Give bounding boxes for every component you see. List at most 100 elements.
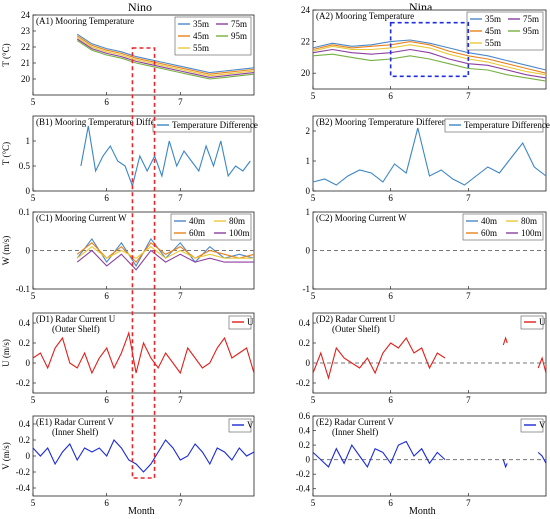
panel-d1-title: (D1) Radar Current U — [36, 314, 116, 324]
panel-b2-x-tick-label: 6 — [388, 193, 393, 203]
panel-c2-legend-label: 40m — [481, 216, 497, 226]
panel-c1-series-80m-line — [76, 246, 254, 259]
panel-e2-y-tick-label: -0.4 — [296, 484, 311, 494]
panel-c1-y-axis-label: W (m/s) — [1, 236, 11, 266]
panel-d1-y-tick-label: 0 — [26, 358, 31, 368]
panel-c2-legend — [462, 213, 544, 241]
panel-e1-y-tick-label: -0.2 — [16, 467, 30, 477]
panel-d1-legend-label: U — [247, 317, 254, 327]
panel-c1-series-100m-line — [76, 249, 254, 271]
panel-d1-x-tick-label: 5 — [31, 395, 36, 405]
panel-a1-legend-label: 35m — [193, 19, 209, 29]
panel-c2-x-tick-label: 6 — [388, 291, 393, 301]
panel-b1-y-axis-label: T (°C) — [1, 142, 11, 165]
panel-a1-series-75m-line — [76, 38, 255, 78]
panel-d2-title: (D2) Radar Current U — [316, 314, 396, 324]
panel-b2-x-tick-label: 7 — [466, 193, 471, 203]
panel-e2-y-tick-label: 0.4 — [299, 426, 311, 436]
panel-a2-y-tick-label: 22 — [301, 37, 310, 47]
panel-e1-subtitle: (Inner Shelf) — [52, 427, 98, 437]
panel-d2-y-tick-label: -0.2 — [296, 378, 310, 388]
panel-d1-y-tick-label: 0.2 — [19, 338, 30, 348]
panel-c1-x-tick-label: 7 — [178, 291, 183, 301]
panel-d1-series-u-line — [32, 330, 255, 375]
panel-c1-legend-label: 60m — [189, 228, 205, 238]
panel-c1-x-tick-label: 5 — [31, 291, 36, 301]
panel-a2-series-35m-line — [312, 39, 547, 71]
panel-c2-legend-label: 60m — [481, 228, 497, 238]
panel-a1-legend-label: 75m — [231, 19, 247, 29]
panel-a1-y-tick-label: 24 — [21, 10, 31, 20]
panel-e2-series-v-line — [502, 459, 508, 469]
panel-a2-title: (A2) Mooring Temperature — [316, 11, 414, 21]
panel-a2-legend-label: 35m — [485, 14, 501, 24]
panel-c1-legend — [170, 213, 252, 241]
panel-b1-legend — [152, 118, 252, 133]
panel-d1-x-tick-label: 7 — [178, 395, 183, 405]
panel-a2-x-tick-label: 5 — [311, 91, 316, 101]
panel-c2-legend-label: 100m — [521, 228, 542, 238]
panel-e1-title: (E1) Radar Current V — [36, 417, 115, 427]
nina-highlight-box — [389, 21, 470, 78]
panel-d2-x-tick-label: 5 — [311, 395, 316, 405]
panel-d2-y-tick-label: 0.4 — [299, 318, 311, 328]
panel-a2-legend-label: 55m — [485, 38, 501, 48]
panel-d1-y-tick-label: -0.2 — [16, 378, 30, 388]
panel-b2-series-temperature-difference-line — [312, 127, 547, 186]
panel-b2-y-tick-label: 1 — [306, 156, 311, 166]
panel-a2-series-45m-line — [312, 41, 547, 74]
panel-a1-series-55m-line — [76, 36, 255, 77]
panel-a1-x-tick-label: 6 — [104, 97, 109, 107]
panel-a1-y-tick-label: 23 — [21, 26, 31, 36]
panel-e1-x-tick-label: 7 — [178, 498, 183, 508]
panel-d2-subtitle: (Outer Shelf) — [332, 324, 380, 334]
panel-e1-y-axis-label: V (m/s) — [1, 442, 11, 470]
panel-b1-y-tick-label: 0 — [26, 186, 31, 196]
panel-e1-y-tick-label: 0.4 — [19, 419, 31, 429]
panel-e2-subtitle: (Inner Shelf) — [332, 427, 378, 437]
panel-d1-subtitle: (Outer Shelf) — [52, 324, 100, 334]
panel-e1-y-tick-label: -0.4 — [16, 483, 31, 493]
panel-a1-series-45m-line — [76, 35, 255, 75]
x-axis-label-nina: Month — [409, 506, 436, 517]
panel-a1-series-35m-line — [76, 33, 255, 74]
panel-d2-series-u-line — [537, 356, 547, 374]
panel-a2-x-tick-label: 6 — [388, 91, 393, 101]
panel-b1-series-temperature-difference-line — [80, 125, 251, 188]
panel-e1-legend-label: V — [247, 420, 254, 430]
x-axis-label-nino: Month — [128, 506, 155, 517]
panel-c2-y-tick-label: 1 — [306, 207, 311, 217]
panel-b2-x-tick-label: 5 — [311, 193, 316, 203]
nino-column-title: Nino — [128, 0, 152, 14]
panel-c2-x-tick-label: 5 — [311, 291, 316, 301]
panel-c1-title: (C1) Mooring Current W — [36, 213, 127, 223]
panel-a1-legend-label: 45m — [193, 31, 209, 41]
panel-a1-y-axis-label: T (°C) — [1, 43, 11, 66]
panel-b1-y-tick-label: 1 — [26, 136, 31, 146]
panel-a2-y-tick-label: 20 — [301, 68, 311, 78]
panel-c1-legend-label: 100m — [229, 228, 250, 238]
panel-c1-legend-label: 40m — [189, 216, 205, 226]
panel-a2-legend-label: 75m — [523, 14, 539, 24]
panel-a1-y-tick-label: 22 — [21, 42, 30, 52]
panel-e1-y-tick-label: 0.2 — [19, 435, 30, 445]
panel-d2-x-tick-label: 7 — [466, 395, 471, 405]
panel-e2-series-v-line — [312, 440, 446, 469]
panel-e1-axes-frame — [32, 415, 255, 497]
panel-e2-axes-frame — [312, 415, 547, 497]
panel-a2-x-tick-label: 7 — [466, 91, 471, 101]
panel-d2-series-u-line — [312, 336, 446, 381]
panel-e1-x-tick-label: 6 — [104, 498, 109, 508]
panel-e2-title: (E2) Radar Current V — [316, 417, 395, 427]
panel-e2-legend-label: V — [539, 420, 546, 430]
panel-b1-legend-label: Temperature Difference — [172, 120, 258, 130]
panel-c1-y-tick-label: 0 — [26, 246, 31, 256]
panel-d1-x-tick-label: 6 — [104, 395, 109, 405]
panel-c2-legend-label: 80m — [521, 216, 537, 226]
panel-b2-legend-label: Temperature Difference — [464, 120, 550, 130]
panel-a1-x-tick-label: 7 — [178, 97, 183, 107]
panel-d2-y-tick-label: 0.2 — [299, 338, 310, 348]
panel-c2-y-tick-label: -1 — [303, 284, 311, 294]
panel-b1-x-tick-label: 7 — [178, 193, 183, 203]
